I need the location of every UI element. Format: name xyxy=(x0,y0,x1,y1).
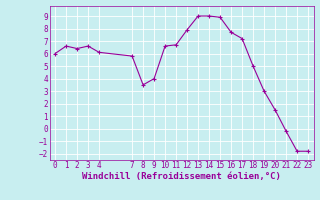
X-axis label: Windchill (Refroidissement éolien,°C): Windchill (Refroidissement éolien,°C) xyxy=(82,172,281,181)
